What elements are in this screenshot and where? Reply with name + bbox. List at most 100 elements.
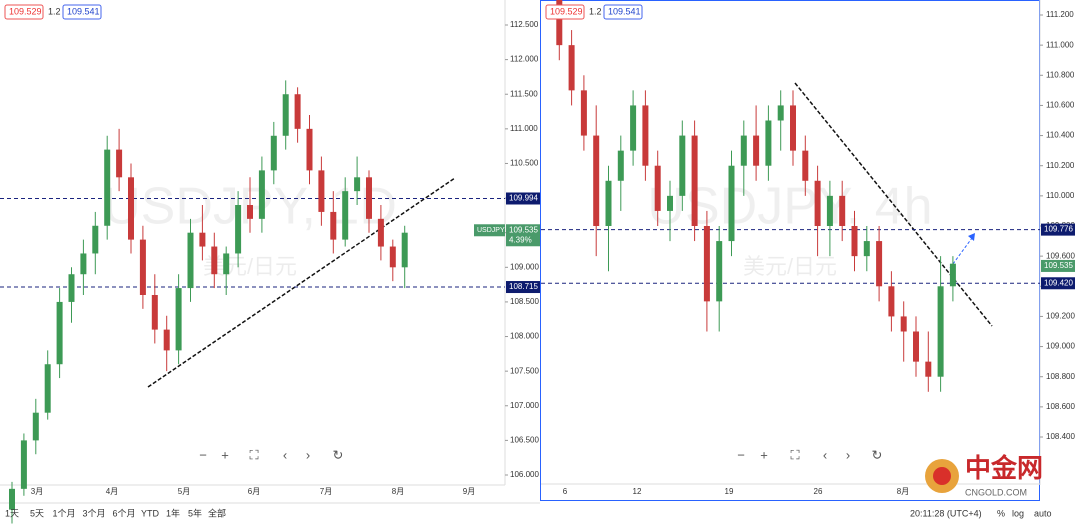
zoom-button-icon[interactable]: ↻ bbox=[872, 447, 883, 462]
status-log[interactable]: log bbox=[1012, 508, 1024, 518]
zoom-button[interactable] bbox=[868, 447, 886, 465]
candle-body bbox=[80, 253, 87, 275]
x-tick-label: 5月 bbox=[178, 487, 190, 496]
y-tick-label: 110.000 bbox=[1046, 191, 1075, 200]
range-button[interactable]: 1年 bbox=[166, 507, 180, 518]
price-label: 108.715 bbox=[509, 282, 538, 291]
watermark: USDJPY, 4h bbox=[647, 178, 932, 236]
candle-body bbox=[740, 135, 747, 166]
zoom-button[interactable] bbox=[276, 447, 294, 465]
symbol-box bbox=[474, 224, 505, 237]
zoom-button[interactable] bbox=[786, 447, 804, 465]
candle-body bbox=[235, 205, 242, 254]
range-button[interactable]: 全部 bbox=[208, 507, 226, 518]
candle-body bbox=[679, 135, 686, 196]
x-tick-label: 8月 bbox=[897, 487, 909, 496]
candle-body bbox=[728, 165, 735, 242]
zoom-button-icon[interactable]: − bbox=[199, 447, 207, 462]
zoom-button-icon[interactable]: ↻ bbox=[333, 447, 344, 462]
y-tick-label: 110.400 bbox=[1046, 131, 1075, 140]
candle-body bbox=[605, 180, 612, 226]
legend-spread: 1.2 bbox=[589, 6, 602, 16]
range-button[interactable]: 3个月 bbox=[82, 508, 105, 518]
y-tick-label: 108.600 bbox=[1046, 402, 1075, 411]
zoom-button-icon[interactable]: ‹ bbox=[283, 447, 287, 462]
price-label-box bbox=[506, 192, 540, 205]
range-button[interactable]: YTD bbox=[141, 508, 160, 518]
candle-body bbox=[913, 331, 919, 362]
zoom-button[interactable] bbox=[732, 447, 750, 465]
candle-body bbox=[949, 263, 956, 287]
y-tick-label: 108.000 bbox=[510, 332, 539, 341]
y-tick-label: 107.000 bbox=[510, 401, 539, 410]
legend-box bbox=[545, 4, 585, 20]
y-tick-label: 111.500 bbox=[510, 89, 538, 98]
zoom-button[interactable] bbox=[194, 447, 212, 465]
zoom-button[interactable] bbox=[816, 447, 834, 465]
candle-body bbox=[630, 105, 637, 151]
zoom-button-icon[interactable]: ⛶ bbox=[248, 447, 259, 462]
range-button[interactable]: 5天 bbox=[30, 508, 44, 518]
candle-body bbox=[716, 241, 723, 302]
y-tick-label: 109.600 bbox=[1046, 251, 1075, 260]
candle-body bbox=[104, 149, 111, 226]
trend-line bbox=[147, 177, 456, 388]
x-tick-label: 6 bbox=[563, 487, 568, 496]
zoom-button-icon[interactable]: ⛶ bbox=[789, 447, 800, 462]
watermark-sub: 美元/日元 bbox=[743, 254, 837, 279]
zoom-button-icon[interactable]: − bbox=[737, 447, 745, 462]
last-price-box bbox=[1041, 259, 1075, 272]
x-tick-label: 3月 bbox=[31, 487, 43, 496]
zoom-button[interactable] bbox=[839, 447, 857, 465]
zoom-button[interactable] bbox=[299, 447, 317, 465]
y-tick-label: 111.000 bbox=[510, 124, 538, 133]
y-tick-label: 109.000 bbox=[510, 262, 539, 271]
zoom-button-icon[interactable]: + bbox=[221, 447, 229, 462]
candle-body bbox=[851, 226, 858, 257]
x-tick-label: 7月 bbox=[320, 487, 332, 496]
candle-body bbox=[377, 218, 384, 247]
status-auto[interactable]: auto bbox=[1034, 508, 1052, 518]
candle-body bbox=[128, 177, 134, 240]
range-button[interactable]: 1天 bbox=[5, 508, 19, 518]
x-tick-label: 9月 bbox=[463, 487, 475, 496]
candle-body bbox=[925, 361, 932, 377]
zoom-button[interactable] bbox=[329, 447, 347, 465]
zoom-button-icon[interactable]: ‹ bbox=[823, 447, 827, 462]
x-tick-label: 6月 bbox=[248, 487, 260, 496]
candle-body bbox=[790, 105, 796, 151]
legend-bid: 109.529 bbox=[550, 6, 583, 16]
y-tick-label: 112.500 bbox=[510, 20, 539, 29]
x-tick-label: 12 bbox=[633, 487, 642, 496]
y-tick-label: 109.200 bbox=[1046, 312, 1075, 321]
arrow-head bbox=[968, 233, 975, 241]
price-label: 109.776 bbox=[1044, 225, 1073, 234]
zoom-button[interactable] bbox=[216, 447, 234, 465]
x-tick-label: 4月 bbox=[106, 487, 118, 496]
y-tick-label: 106.000 bbox=[510, 470, 539, 479]
status-percent[interactable]: % bbox=[997, 508, 1005, 518]
price-label: 109.994 bbox=[509, 194, 538, 203]
y-tick-label: 106.500 bbox=[510, 435, 539, 444]
candle-body bbox=[282, 94, 289, 136]
candle-body bbox=[342, 191, 349, 240]
zoom-button-icon[interactable]: + bbox=[760, 447, 768, 462]
price-label-box bbox=[1041, 223, 1075, 236]
zoom-button-icon[interactable]: › bbox=[306, 447, 310, 462]
logo-icon bbox=[933, 467, 951, 485]
candle-body bbox=[366, 177, 372, 219]
range-button[interactable]: 5年 bbox=[188, 507, 202, 518]
range-button[interactable]: 6个月 bbox=[112, 508, 135, 518]
y-tick-label: 107.500 bbox=[510, 366, 539, 375]
last-price: 109.535 bbox=[1044, 261, 1073, 270]
candle-body bbox=[617, 150, 624, 181]
legend-box bbox=[4, 4, 44, 20]
candle-body bbox=[175, 288, 182, 351]
range-button[interactable]: 1个月 bbox=[52, 508, 75, 518]
zoom-button[interactable] bbox=[245, 447, 263, 465]
zoom-button[interactable] bbox=[755, 447, 773, 465]
y-tick-label: 108.500 bbox=[510, 297, 539, 306]
watermark-sub: 美元/日元 bbox=[203, 254, 297, 279]
zoom-button-icon[interactable]: › bbox=[846, 447, 850, 462]
